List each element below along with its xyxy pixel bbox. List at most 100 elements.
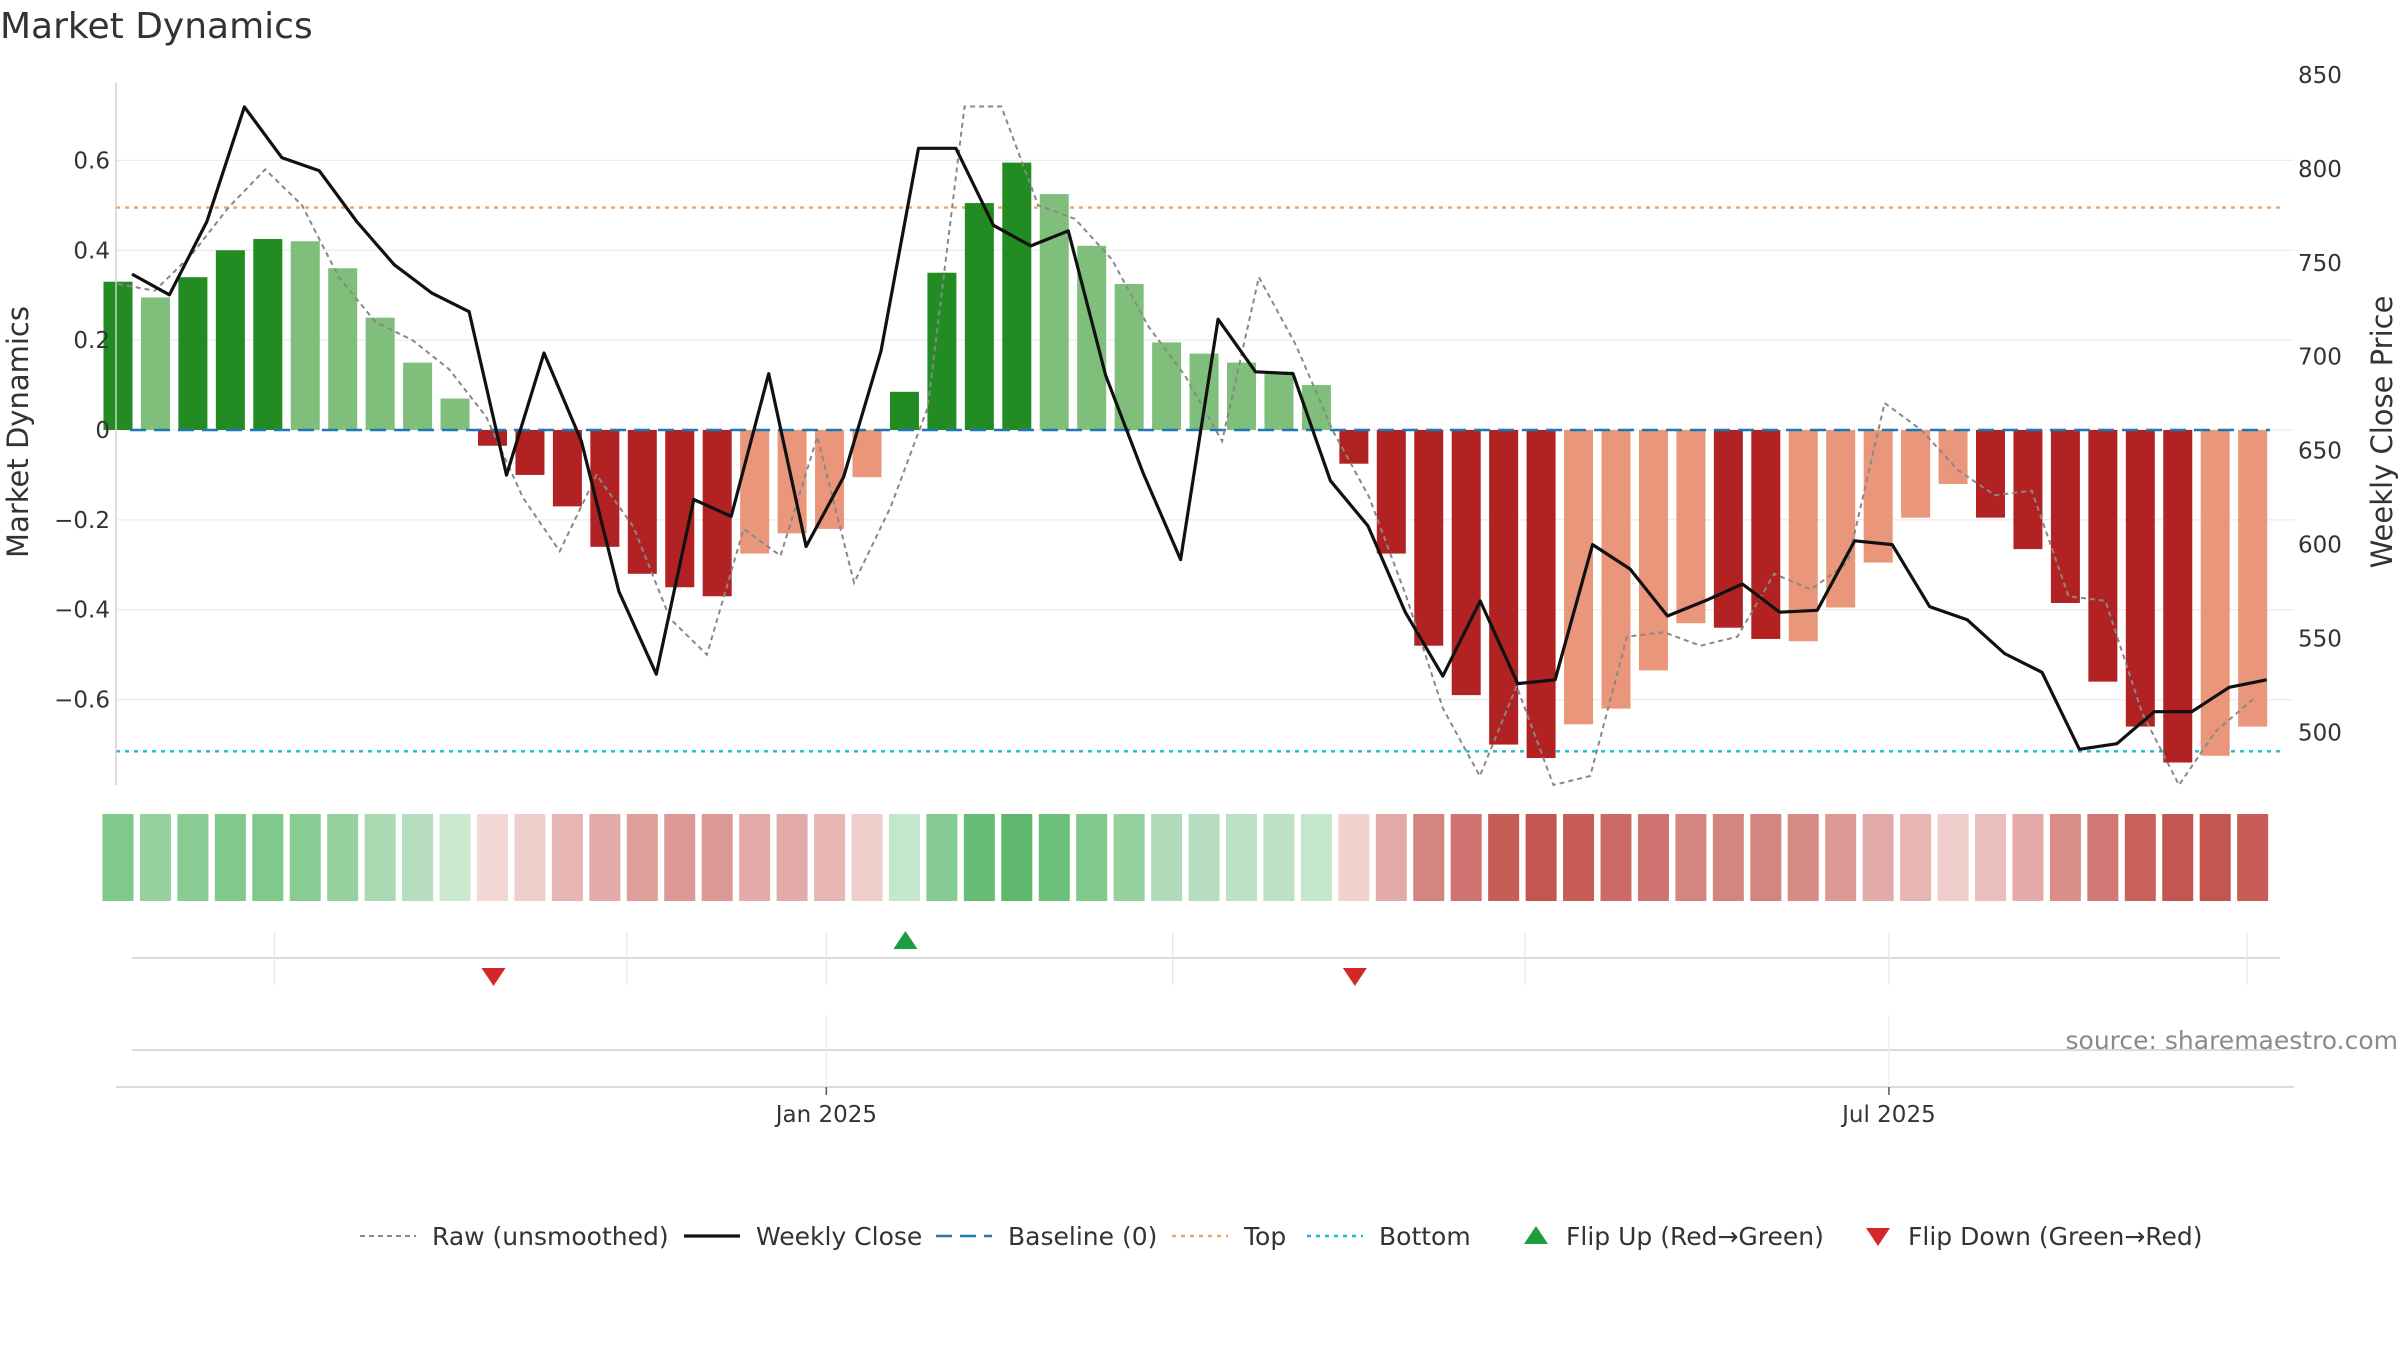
strip-cell [2124,814,2156,901]
strip-cell [139,814,171,901]
x-tick-label: Jan 2025 [774,1102,877,1128]
legend-label: Bottom [1379,1222,1471,1251]
legend-label: Flip Up (Red→Green) [1566,1222,1824,1251]
strip-cell [1151,814,1183,901]
bar [2163,430,2193,763]
strip-cell [851,814,883,901]
bar [2050,430,2080,604]
legend-swatch [1524,1226,1548,1244]
strip-cell [1413,814,1445,901]
y-tick-label: −0.2 [54,508,110,534]
strip-cell [626,814,658,901]
strip-cell [888,814,920,901]
strip-cell [1226,814,1257,901]
bar [2013,430,2043,550]
strip-cell [1975,814,2006,901]
bar [552,430,582,507]
legend-item: Bottom [1307,1222,1471,1251]
bar [103,281,133,430]
legend-label: Top [1243,1222,1286,1251]
legend-item: Top [1172,1222,1286,1251]
strip-cell [1488,814,1520,901]
bar [1564,430,1594,725]
bar [740,430,770,554]
strip-cell [1450,814,1482,901]
bar [2088,430,2118,682]
bar [140,297,170,430]
bar [1264,371,1294,430]
strip-cell [1825,814,1857,901]
legend-label: Baseline (0) [1008,1222,1157,1251]
bar [815,430,845,529]
y-tick-label: −0.4 [54,598,110,624]
bar [1451,430,1481,696]
bar [1863,430,1893,563]
strip-cell [776,814,808,901]
bar [1826,430,1856,608]
strip-cell [739,814,771,901]
y-axis-label: Market Dynamics [1,306,35,558]
y2-tick-label: 600 [2298,533,2342,559]
bar [440,398,470,430]
x-tick-label: Jul 2025 [1840,1102,1936,1128]
strip-cell [2237,814,2269,901]
bar [1039,194,1069,430]
strip-cell [1038,814,1070,901]
bar [590,430,620,547]
strip-cell [1188,814,1220,901]
legend-label: Raw (unsmoothed) [432,1222,669,1251]
flip-up-marker [893,931,918,949]
strip-cell [2087,814,2119,901]
flip-markers [132,931,2280,986]
legend-swatch [1866,1228,1890,1246]
legend-item: Baseline (0) [936,1222,1157,1251]
strip-cell [289,814,321,901]
flip-down-marker [1342,968,1367,986]
bar [2238,430,2268,727]
strip-cell [477,814,508,901]
strip-cell [102,814,134,901]
strip-cell [439,814,471,901]
axes-group: −0.6 −0.4 −0.2 0 0.2 0.4 0.6 500 550 600 650 700 750… [54,63,2342,785]
x-axis: Jan 2025 Jul 2025 [116,1015,2294,1128]
strip-cell [1113,814,1145,901]
strip-cell [551,814,583,901]
bar [852,430,882,478]
bar [1788,430,1818,642]
bar [927,272,957,430]
bar [1938,430,1968,484]
bar [1376,430,1406,554]
bar [1489,430,1519,745]
legend-item: Flip Down (Green→Red) [1866,1222,2203,1251]
strip-cell [963,814,995,901]
bar [1414,430,1444,646]
strip-cell [1525,814,1557,901]
bar [1152,342,1182,430]
bar [889,391,919,430]
y2-axis-label: Weekly Close Price [2365,296,2399,569]
bar [2200,430,2230,756]
strip-cell [1001,814,1033,901]
bar [1713,430,1743,628]
y2-tick-label: 650 [2298,439,2342,465]
y2-tick-label: 750 [2298,251,2342,277]
strip-cell [1750,814,1782,901]
bar [1676,430,1706,624]
bar [1002,162,1032,430]
legend-label: Weekly Close [756,1222,922,1251]
raw-unsmoothed-line [117,105,2254,787]
strip-cell [1787,814,1819,901]
y2-tick-label: 850 [2298,63,2342,89]
strip-cell [2162,814,2194,901]
bar [1601,430,1631,709]
strip-cell [926,814,958,901]
strip-cell [2049,814,2081,901]
strip-cell [1862,814,1894,901]
bar [1976,430,2005,518]
bar [253,239,283,430]
strip-cell [1600,814,1632,901]
strip-cell [402,814,434,901]
bar [1526,430,1556,759]
legend-item: Flip Up (Red→Green) [1524,1222,1824,1251]
